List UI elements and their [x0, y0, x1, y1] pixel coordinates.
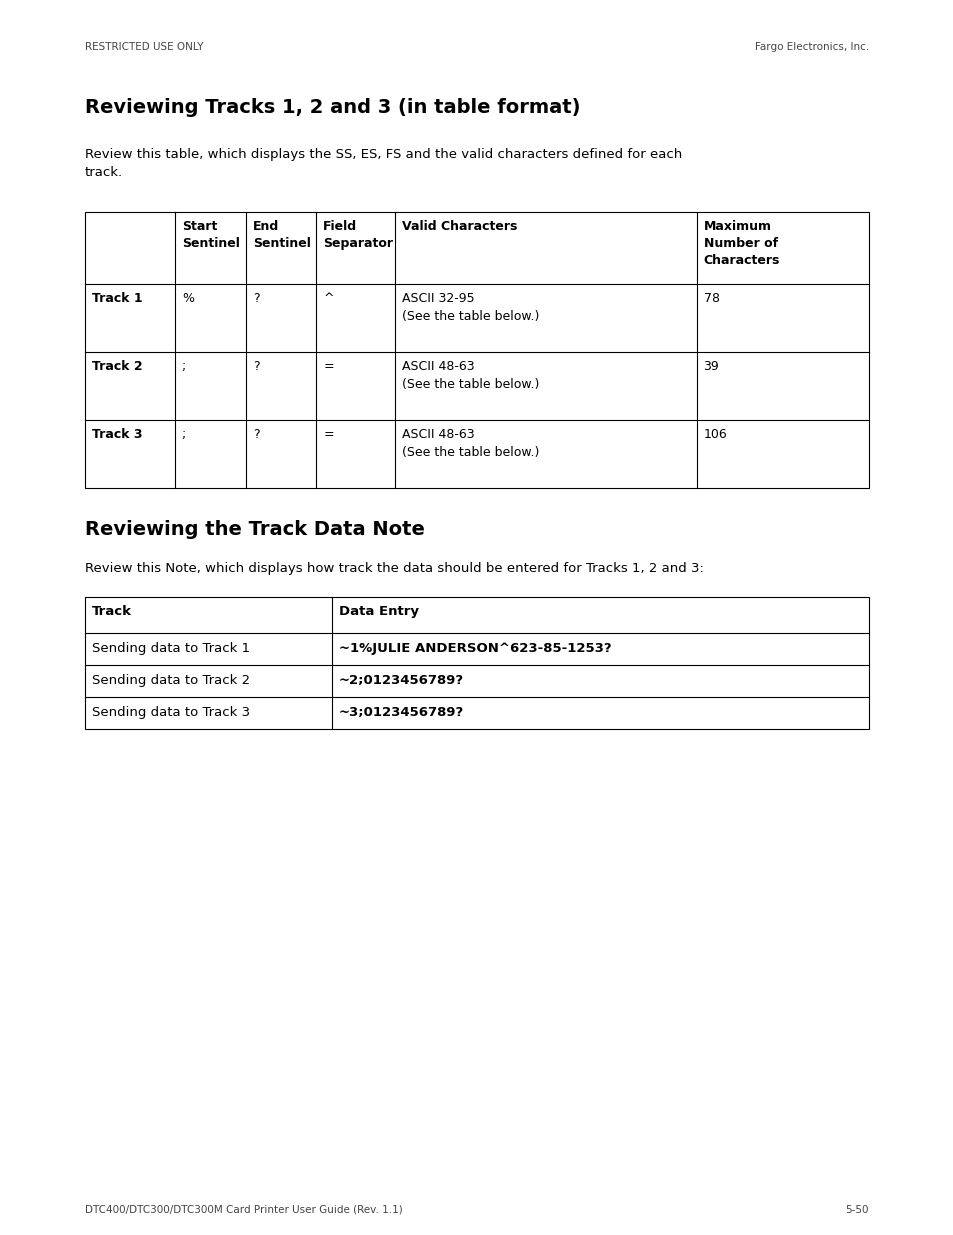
Text: Maximum
Number of
Characters: Maximum Number of Characters: [702, 220, 780, 267]
Text: Reviewing the Track Data Note: Reviewing the Track Data Note: [85, 520, 424, 538]
Text: RESTRICTED USE ONLY: RESTRICTED USE ONLY: [85, 42, 203, 52]
Text: ~3;0123456789?: ~3;0123456789?: [338, 706, 464, 719]
Text: Reviewing Tracks 1, 2 and 3 (in table format): Reviewing Tracks 1, 2 and 3 (in table fo…: [85, 98, 579, 117]
Text: 106: 106: [702, 429, 726, 441]
Text: =: =: [323, 359, 334, 373]
Text: Data Entry: Data Entry: [338, 605, 418, 618]
Text: =: =: [323, 429, 334, 441]
Text: Track 3: Track 3: [91, 429, 142, 441]
Text: Review this Note, which displays how track the data should be entered for Tracks: Review this Note, which displays how tra…: [85, 562, 703, 576]
Text: Track: Track: [91, 605, 132, 618]
Text: ~1%JULIE ANDERSON^623-85-1253?: ~1%JULIE ANDERSON^623-85-1253?: [338, 642, 611, 655]
Text: Sending data to Track 3: Sending data to Track 3: [91, 706, 250, 719]
Text: ASCII 48-63
(See the table below.): ASCII 48-63 (See the table below.): [401, 429, 538, 459]
Text: Start
Sentinel: Start Sentinel: [182, 220, 240, 249]
Text: Field
Separator: Field Separator: [323, 220, 393, 249]
Text: ?: ?: [253, 429, 259, 441]
Text: DTC400/DTC300/DTC300M Card Printer User Guide (Rev. 1.1): DTC400/DTC300/DTC300M Card Printer User …: [85, 1205, 402, 1215]
Text: ;: ;: [182, 429, 186, 441]
Text: Fargo Electronics, Inc.: Fargo Electronics, Inc.: [754, 42, 868, 52]
Text: ?: ?: [253, 291, 259, 305]
Text: 5-50: 5-50: [844, 1205, 868, 1215]
Text: %: %: [182, 291, 194, 305]
Bar: [85, 597, 868, 729]
Text: Valid Characters: Valid Characters: [401, 220, 517, 233]
Text: ^: ^: [323, 291, 334, 305]
Text: ASCII 32-95
(See the table below.): ASCII 32-95 (See the table below.): [401, 291, 538, 324]
Text: 78: 78: [702, 291, 719, 305]
Text: 39: 39: [702, 359, 719, 373]
Text: Track 2: Track 2: [91, 359, 143, 373]
Text: ~2;0123456789?: ~2;0123456789?: [338, 674, 463, 687]
Text: ;: ;: [182, 359, 186, 373]
Text: Sending data to Track 1: Sending data to Track 1: [91, 642, 250, 655]
Text: Sending data to Track 2: Sending data to Track 2: [91, 674, 250, 687]
Text: End
Sentinel: End Sentinel: [253, 220, 311, 249]
Text: Review this table, which displays the SS, ES, FS and the valid characters define: Review this table, which displays the SS…: [85, 148, 681, 179]
Text: ASCII 48-63
(See the table below.): ASCII 48-63 (See the table below.): [401, 359, 538, 391]
Text: Track 1: Track 1: [91, 291, 143, 305]
Bar: [85, 212, 868, 488]
Text: ?: ?: [253, 359, 259, 373]
